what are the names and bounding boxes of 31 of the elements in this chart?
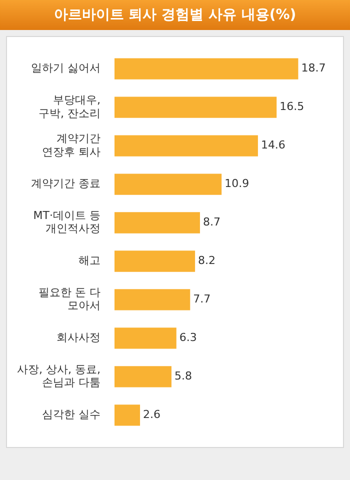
bar — [114, 250, 196, 272]
data-label: 10.9 — [224, 177, 250, 190]
data-label: 5.8 — [174, 370, 192, 383]
bar — [114, 212, 200, 234]
bar — [114, 366, 172, 388]
y-tick-label: 계약기간 종료 — [30, 177, 100, 190]
y-tick-label: 일하기 싫어서 — [30, 62, 100, 75]
bar — [114, 404, 140, 426]
data-label: 8.7 — [202, 216, 220, 229]
bar — [114, 328, 176, 349]
bar — [114, 289, 190, 310]
bar — [114, 96, 277, 118]
y-tick-label: 사장, 상사, 동료, 손님과 다툼 — [17, 362, 100, 390]
y-tick-label: 심각한 실수 — [42, 408, 100, 422]
y-tick-label: 필요한 돈 다 모아서 — [38, 286, 100, 312]
y-tick-label: 계약기간 연장후 퇴사 — [42, 132, 100, 158]
data-label: 6.3 — [179, 331, 197, 344]
y-tick-label: 회사사정 — [56, 331, 100, 344]
bar — [114, 174, 222, 195]
data-label: 14.6 — [260, 138, 286, 152]
y-tick-label: 해고 — [78, 254, 100, 268]
y-tick-label: 부당대우, 구박, 잔소리 — [38, 94, 100, 120]
data-label: 8.2 — [198, 254, 216, 268]
data-label: 7.7 — [193, 292, 211, 306]
data-label: 2.6 — [143, 408, 161, 422]
y-tick-label: MT·데이트 등 개인적사정 — [33, 209, 100, 236]
chart-title: 아르바이트 퇴사 경험별 사유 내용(%) — [0, 0, 350, 30]
data-label: 18.7 — [301, 62, 326, 75]
data-label: 16.5 — [280, 100, 304, 114]
bar — [114, 135, 258, 156]
bar — [114, 58, 298, 80]
